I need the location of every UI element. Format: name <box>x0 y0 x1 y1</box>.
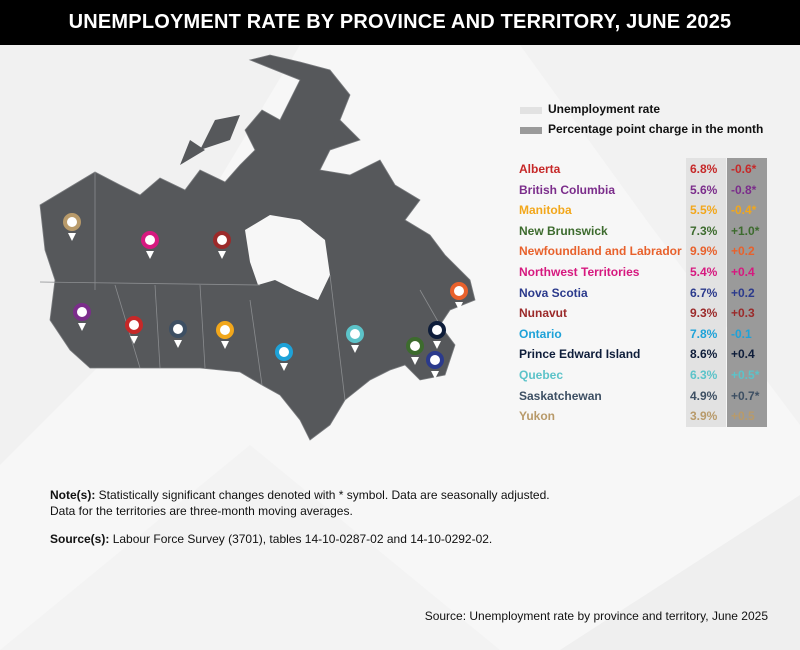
map-pin <box>428 321 446 349</box>
note-label: Note(s): <box>50 488 96 502</box>
rate-value: 6.7% <box>690 285 718 300</box>
province-name: Saskatchewan <box>519 388 602 403</box>
province-name: Nunavut <box>519 306 567 321</box>
rate-column-bg <box>686 158 726 427</box>
province-name: Nova Scotia <box>519 285 588 300</box>
change-value: +0.3 <box>731 306 755 321</box>
legend-label: Unemployment rate <box>548 102 661 116</box>
province-name: British Columbia <box>519 182 616 197</box>
map-pin <box>141 231 159 259</box>
province-name: New Brunswick <box>519 223 608 238</box>
source-text: Labour Force Survey (3701), tables 14-10… <box>112 532 493 546</box>
footer-source: Source: Unemployment rate by province an… <box>424 609 768 623</box>
province-name: Alberta <box>519 162 561 176</box>
rate-value: 4.9% <box>690 388 718 403</box>
note: Note(s): Statistically significant chang… <box>50 488 550 502</box>
change-value: -0.8* <box>731 182 757 197</box>
province-name: Northwest Territories <box>519 265 640 279</box>
map-pin <box>216 321 234 349</box>
rate-value: 5.5% <box>690 203 718 218</box>
header-title: UNEMPLOYMENT RATE BY PROVINCE AND TERRIT… <box>0 0 800 45</box>
change-value: +1.0* <box>731 223 760 238</box>
change-value: +0.2 <box>731 285 755 300</box>
map <box>39 54 476 441</box>
rate-value: 3.9% <box>690 409 718 424</box>
legend-swatch-rate <box>520 107 542 114</box>
change-value: +0.7* <box>731 388 760 403</box>
change-value: +0.5 <box>731 409 755 424</box>
note-text: Statistically significant changes denote… <box>98 488 550 502</box>
map-pin <box>346 325 364 353</box>
rate-value: 7.8% <box>690 326 718 341</box>
arctic-islands <box>180 115 335 165</box>
rate-value: 6.8% <box>690 162 718 176</box>
province-name: Ontario <box>519 326 562 341</box>
hudson-bay <box>245 215 330 300</box>
province-name: Yukon <box>519 409 556 424</box>
change-value: +0.4 <box>731 265 755 279</box>
map-pin <box>213 231 231 259</box>
province-name: Newfoundland and Labrador <box>519 244 682 259</box>
rate-value: 5.6% <box>690 182 718 197</box>
rate-value: 7.3% <box>690 223 718 238</box>
change-value: +0.2 <box>731 244 755 259</box>
rate-value: 6.3% <box>690 368 718 382</box>
change-column-bg <box>727 158 767 427</box>
province-name: Manitoba <box>519 203 572 218</box>
rate-value: 9.9% <box>690 244 718 259</box>
change-value: -0.1 <box>731 326 752 341</box>
source: Source(s): Labour Force Survey (3701), t… <box>50 532 492 546</box>
legend-label: Percentage point charge in the month <box>548 122 764 136</box>
change-value: -0.4* <box>731 203 757 218</box>
change-value: -0.6* <box>731 162 757 176</box>
map-pin <box>406 337 424 365</box>
map-pin <box>73 303 91 331</box>
source-label: Source(s): <box>50 532 110 546</box>
rate-value: 8.6% <box>690 347 718 362</box>
rate-value: 5.4% <box>690 265 718 279</box>
map-pin <box>450 282 468 310</box>
province-name: Quebec <box>519 368 564 382</box>
map-pin <box>125 316 143 344</box>
change-value: +0.4 <box>731 347 755 362</box>
map-pin <box>63 213 81 241</box>
legend-swatch-change <box>520 127 542 134</box>
map-pin <box>426 351 444 379</box>
map-pin <box>169 320 187 348</box>
province-name: Prince Edward Island <box>519 347 641 362</box>
change-value: +0.5* <box>731 368 760 382</box>
rate-value: 9.3% <box>690 306 718 321</box>
map-pin <box>275 343 293 371</box>
note-text: Data for the territories are three-month… <box>50 504 353 518</box>
